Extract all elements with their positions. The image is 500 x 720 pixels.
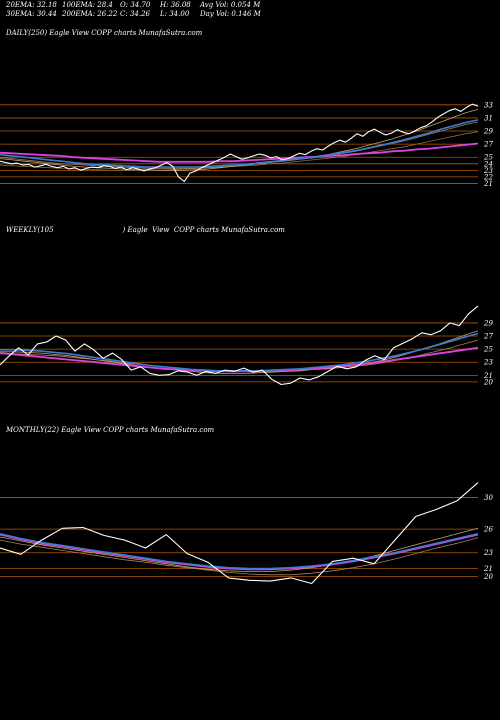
daily-price-line	[0, 103, 479, 183]
header-high: H: 36.08	[160, 1, 191, 9]
daily-tick-label: 27	[483, 141, 493, 149]
monthly-tick-label: 20	[483, 573, 493, 581]
header-ema20: 20EMA: 32.18	[6, 1, 57, 9]
header-ema100: 100EMA: 28.4	[62, 1, 113, 9]
daily-tick-label: 33	[484, 101, 493, 109]
daily-ema-fast-line	[0, 109, 479, 171]
daily-ema-blue-line	[0, 119, 479, 168]
daily-chart-title: DAILY(250) Eagle View COPP charts Munafa…	[6, 29, 203, 37]
weekly-tick-label: 27	[483, 333, 493, 341]
weekly-tick-label: 29	[483, 319, 493, 327]
monthly-price-line	[0, 482, 479, 585]
monthly-ema-blue-line	[0, 533, 479, 570]
monthly-ema-mid-line	[0, 537, 479, 576]
daily-tick-label: 22	[483, 173, 493, 181]
weekly-chart-title: WEEKLY(105 ) Eagle View COPP charts Muna…	[6, 226, 285, 234]
daily-tick-label: 24	[483, 160, 493, 168]
weekly-tick-label: 21	[483, 372, 493, 380]
weekly-ema-mid-line	[0, 339, 479, 372]
monthly-tick-label: 21	[483, 565, 493, 573]
weekly-ema-fast-line	[0, 330, 479, 374]
header-dayvol: Day Vol: 0.146 M	[200, 10, 261, 18]
monthly-chart-title: MONTHLY(22) Eagle View COPP charts Munaf…	[6, 426, 215, 434]
weekly-price-line	[0, 305, 479, 386]
daily-tick-label: 25	[483, 154, 493, 162]
weekly-tick-label: 23	[483, 359, 493, 367]
header-avgvol: Avg Vol: 0.054 M	[200, 1, 261, 9]
weekly-ema-blue-line	[0, 332, 479, 372]
header-low: L: 34.00	[160, 10, 190, 18]
monthly-ema-fast-line	[0, 527, 479, 572]
daily-ema-magenta-line	[0, 142, 479, 163]
weekly-tick-label: 20	[483, 378, 493, 386]
header-ema30: 30EMA: 30.44	[6, 10, 57, 18]
weekly-ema-magenta-line	[0, 346, 479, 373]
header-ema200: 200EMA: 26.22	[62, 10, 118, 18]
monthly-tick-label: 26	[483, 526, 493, 534]
daily-tick-label: 29	[483, 128, 493, 136]
header-close: C: 34.26	[120, 10, 150, 18]
daily-tick-label: 21	[483, 180, 493, 188]
header-open: O: 34.70	[120, 1, 151, 9]
weekly-tick-label: 25	[483, 346, 493, 354]
daily-tick-label: 31	[484, 114, 493, 122]
monthly-tick-label: 30	[484, 494, 493, 502]
daily-tick-label: 23	[483, 167, 493, 175]
monthly-tick-label: 23	[483, 549, 493, 557]
